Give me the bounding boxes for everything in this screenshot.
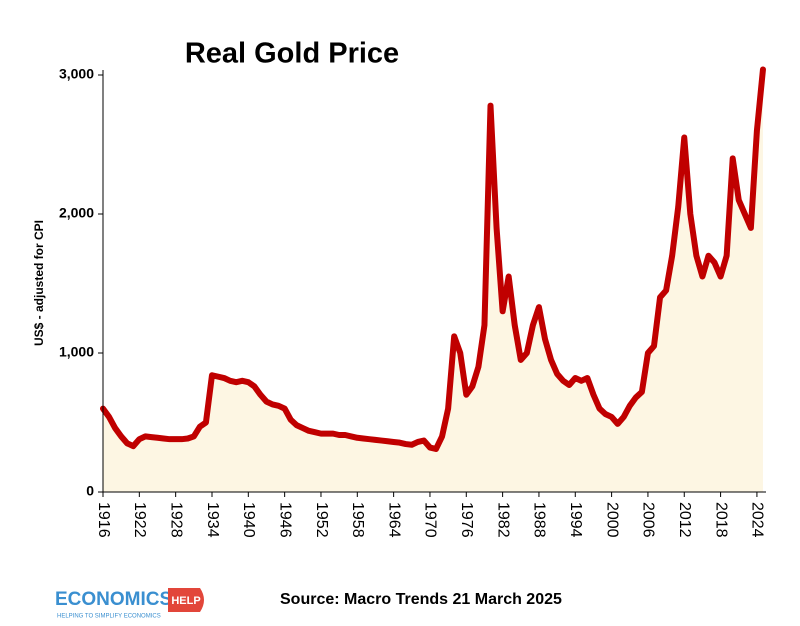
- x-tick-label: 1928: [167, 502, 184, 538]
- logo-tag: [168, 588, 204, 612]
- x-tick-label: 1934: [204, 502, 221, 538]
- logo-tagline: HELPING TO SIMPLIFY ECONOMICS: [57, 614, 161, 620]
- x-tick-label: 1988: [531, 502, 548, 538]
- x-tick-label: 1994: [567, 502, 584, 538]
- line: [100, 66, 766, 452]
- chart-title: Real Gold Price: [185, 38, 399, 70]
- logo: ECONOMICS HELP HELPING TO SIMPLIFY ECONO…: [55, 588, 204, 620]
- logo-name: ECONOMICS: [55, 589, 172, 610]
- x-tick-label: 1946: [276, 502, 293, 538]
- x-tick-label: 1976: [458, 502, 475, 538]
- x-tick-label: 2024: [749, 502, 766, 538]
- x-tick-label: 1982: [494, 502, 511, 538]
- x-tick-label: 2018: [712, 502, 729, 538]
- area-fill: [103, 69, 763, 492]
- x-tick-label: 2012: [676, 502, 693, 538]
- x-tick-label: 1958: [349, 502, 366, 538]
- x-tick-label: 1922: [131, 502, 148, 538]
- y-tick-label: 2,000: [59, 205, 94, 221]
- y-axis-label: US$ - adjusted for CPI: [32, 220, 46, 346]
- x-tick-label: 1916: [95, 502, 112, 538]
- x-tick-label: 2000: [603, 502, 620, 538]
- x-tick-label: 2006: [640, 502, 657, 538]
- x-tick-label: 1970: [422, 502, 439, 538]
- x-tick-label: 1940: [240, 502, 257, 538]
- source-note: Source: Macro Trends 21 March 2025: [280, 591, 562, 608]
- y-tick-label: 3,000: [59, 66, 94, 82]
- y-tick-label: 0: [86, 483, 94, 499]
- x-tick-label: 1964: [385, 502, 402, 538]
- logo-badge: HELP: [171, 595, 200, 607]
- x-tick-label: 1952: [313, 502, 330, 538]
- y-tick-label: 1,000: [59, 344, 94, 360]
